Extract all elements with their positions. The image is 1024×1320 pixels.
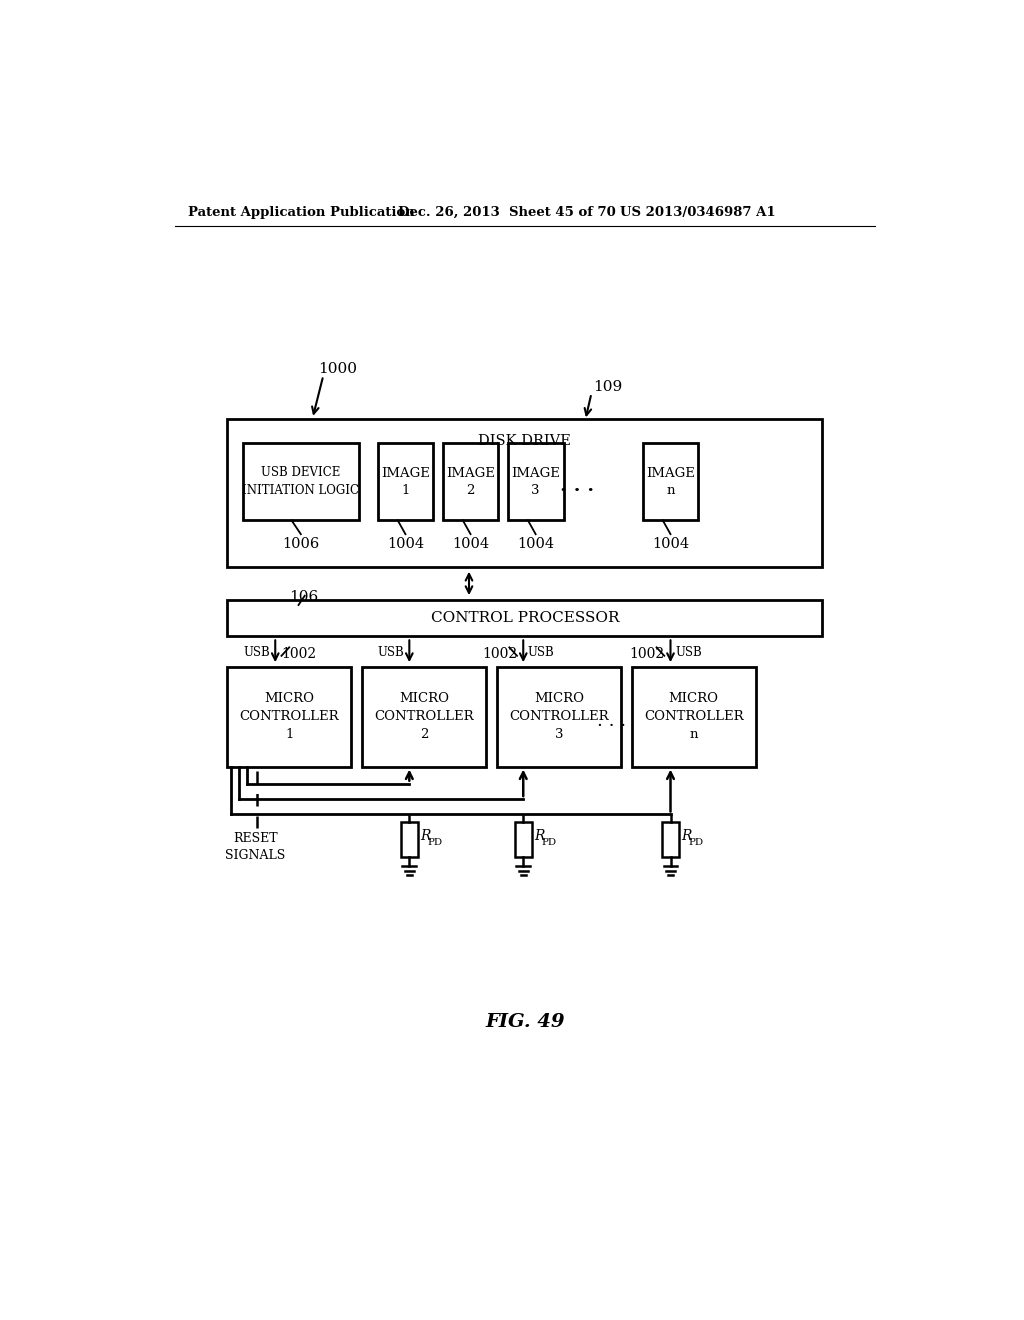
Text: PD: PD xyxy=(688,838,703,847)
Text: 109: 109 xyxy=(593,380,623,395)
Text: MICRO
CONTROLLER
3: MICRO CONTROLLER 3 xyxy=(509,692,608,741)
Text: . . .: . . . xyxy=(597,711,626,730)
Text: 1004: 1004 xyxy=(517,537,554,552)
Bar xyxy=(243,444,359,520)
Bar xyxy=(227,667,351,767)
Text: USB: USB xyxy=(528,647,555,659)
Text: 1000: 1000 xyxy=(317,363,357,376)
Text: 1002: 1002 xyxy=(482,647,517,661)
Text: IMAGE
3: IMAGE 3 xyxy=(511,467,560,496)
Text: 1004: 1004 xyxy=(387,537,424,552)
Text: 1004: 1004 xyxy=(452,537,489,552)
Bar xyxy=(362,667,486,767)
Text: MICRO
CONTROLLER
n: MICRO CONTROLLER n xyxy=(644,692,743,741)
Text: CONTROL PROCESSOR: CONTROL PROCESSOR xyxy=(430,611,620,626)
Bar xyxy=(378,444,433,520)
Text: USB: USB xyxy=(244,647,270,659)
Bar xyxy=(442,444,499,520)
Text: RESET
SIGNALS: RESET SIGNALS xyxy=(225,832,286,862)
Text: 106: 106 xyxy=(289,590,318,603)
Bar xyxy=(515,822,531,857)
Text: USB DEVICE
INITIATION LOGIC: USB DEVICE INITIATION LOGIC xyxy=(243,466,359,498)
Bar xyxy=(400,822,418,857)
Text: IMAGE
2: IMAGE 2 xyxy=(446,467,495,496)
Bar xyxy=(643,444,698,520)
Text: Dec. 26, 2013  Sheet 45 of 70: Dec. 26, 2013 Sheet 45 of 70 xyxy=(397,206,615,219)
Text: R: R xyxy=(535,829,545,843)
Text: MICRO
CONTROLLER
1: MICRO CONTROLLER 1 xyxy=(240,692,339,741)
Bar xyxy=(662,822,679,857)
Text: US 2013/0346987 A1: US 2013/0346987 A1 xyxy=(621,206,776,219)
Text: PD: PD xyxy=(427,838,442,847)
Text: 1002: 1002 xyxy=(282,647,316,661)
Text: IMAGE
n: IMAGE n xyxy=(646,467,695,496)
Text: MICRO
CONTROLLER
2: MICRO CONTROLLER 2 xyxy=(374,692,474,741)
Text: IMAGE
1: IMAGE 1 xyxy=(381,467,430,496)
Bar xyxy=(632,667,756,767)
Text: 1006: 1006 xyxy=(283,537,319,552)
Text: R: R xyxy=(420,829,431,843)
Text: R: R xyxy=(681,829,692,843)
Text: FIG. 49: FIG. 49 xyxy=(485,1014,564,1031)
Text: PD: PD xyxy=(541,838,556,847)
Text: 1004: 1004 xyxy=(652,537,689,552)
Bar xyxy=(227,601,822,636)
Text: USB: USB xyxy=(675,647,701,659)
Bar xyxy=(227,418,822,566)
Text: DISK DRIVE: DISK DRIVE xyxy=(478,434,571,447)
Text: 1002: 1002 xyxy=(629,647,665,661)
Text: . . .: . . . xyxy=(560,477,595,495)
Text: USB: USB xyxy=(378,647,404,659)
Bar xyxy=(497,667,621,767)
Text: Patent Application Publication: Patent Application Publication xyxy=(188,206,415,219)
Bar xyxy=(508,444,563,520)
